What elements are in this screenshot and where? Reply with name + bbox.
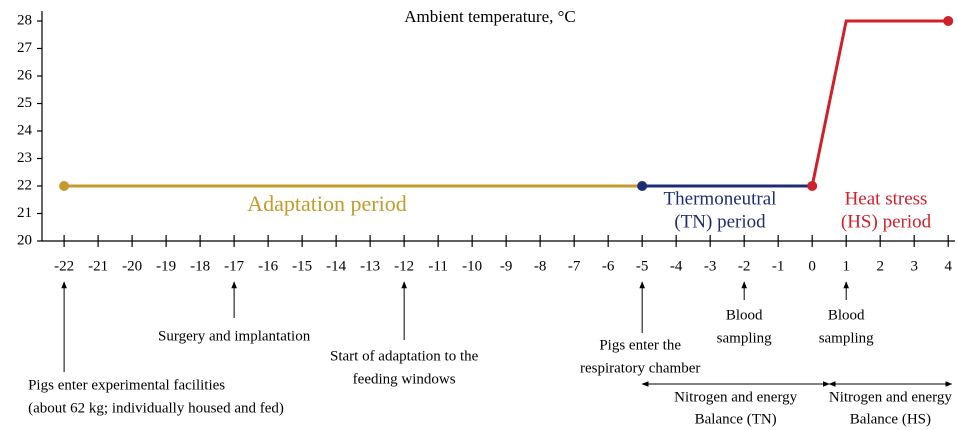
x-tick-label: -2	[738, 258, 751, 274]
series-line	[810, 19, 949, 187]
annotation-text: Blood	[828, 307, 865, 323]
x-tick-label: -4	[670, 258, 683, 274]
series-marker	[637, 181, 648, 191]
y-tick-label: 28	[17, 12, 32, 28]
x-tick-label: 0	[808, 258, 816, 274]
annotation-text: (about 62 kg; individually housed and fe…	[28, 400, 284, 416]
annotation-text: respiratory chamber	[580, 360, 700, 376]
y-tick-label: 20	[17, 232, 32, 248]
annotation-text: sampling	[717, 330, 772, 346]
annotation-text: Blood	[726, 307, 763, 323]
series-label: (TN) period	[674, 211, 766, 232]
series-marker	[59, 181, 70, 191]
series-label: Thermoneutral	[664, 188, 777, 209]
x-tick-label: -10	[462, 258, 482, 274]
x-tick-label: -8	[534, 258, 547, 274]
range-text: Nitrogen and energy	[829, 389, 953, 405]
x-tick-label: -17	[224, 258, 244, 274]
x-tick-label: 4	[944, 258, 952, 274]
series-marker	[807, 181, 818, 191]
series-label: Adaptation period	[247, 191, 406, 216]
x-tick-label: -9	[500, 258, 513, 274]
chart-title: Ambient temperature, °C	[404, 7, 576, 26]
x-tick-label: -15	[292, 258, 312, 274]
annotation-text: feeding windows	[353, 371, 456, 387]
annotation-text: Pigs enter experimental facilities	[28, 377, 225, 393]
x-tick-label: -20	[122, 258, 142, 274]
x-tick-label: -5	[636, 258, 649, 274]
y-tick-label: 26	[17, 67, 33, 83]
y-tick-label: 22	[17, 177, 32, 193]
x-tick-label: -7	[568, 258, 581, 274]
range-text: Balance (TN)	[695, 411, 777, 427]
x-tick-label: 3	[910, 258, 918, 274]
y-tick-label: 25	[17, 95, 32, 111]
x-tick-label: -18	[190, 258, 210, 274]
x-tick-label: -12	[394, 258, 414, 274]
x-tick-label: -13	[360, 258, 380, 274]
annotation-text: sampling	[819, 330, 874, 346]
annotation-text: Surgery and implantation	[158, 328, 311, 344]
x-tick-label: -21	[88, 258, 108, 274]
series-label: Heat stress	[845, 188, 928, 209]
x-tick-label: 2	[876, 258, 884, 274]
series-marker	[943, 16, 954, 26]
x-tick-label: -14	[326, 258, 346, 274]
x-tick-label: -16	[258, 258, 278, 274]
range-text: Nitrogen and energy	[674, 389, 798, 405]
y-tick-label: 21	[17, 205, 32, 221]
y-tick-label: 27	[17, 40, 33, 56]
y-tick-label: 23	[17, 150, 32, 166]
x-tick-label: -11	[428, 258, 447, 274]
x-tick-label: -6	[602, 258, 615, 274]
x-tick-label: 1	[842, 258, 850, 274]
x-tick-label: -3	[704, 258, 717, 274]
x-tick-label: -1	[772, 258, 785, 274]
annotation-text: Pigs enter the	[599, 337, 681, 353]
x-tick-label: -19	[156, 258, 176, 274]
annotation-text: Start of adaptation to the	[330, 348, 479, 364]
y-tick-label: 24	[17, 122, 33, 138]
range-text: Balance (HS)	[850, 411, 931, 427]
series-label: (HS) period	[841, 211, 932, 232]
x-tick-label: -22	[54, 258, 74, 274]
